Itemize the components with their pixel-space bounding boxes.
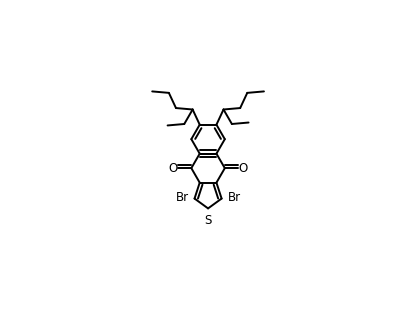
Text: O: O — [168, 162, 177, 175]
Text: S: S — [204, 214, 211, 227]
Text: Br: Br — [175, 191, 188, 204]
Text: Br: Br — [227, 191, 240, 204]
Text: O: O — [238, 162, 247, 175]
